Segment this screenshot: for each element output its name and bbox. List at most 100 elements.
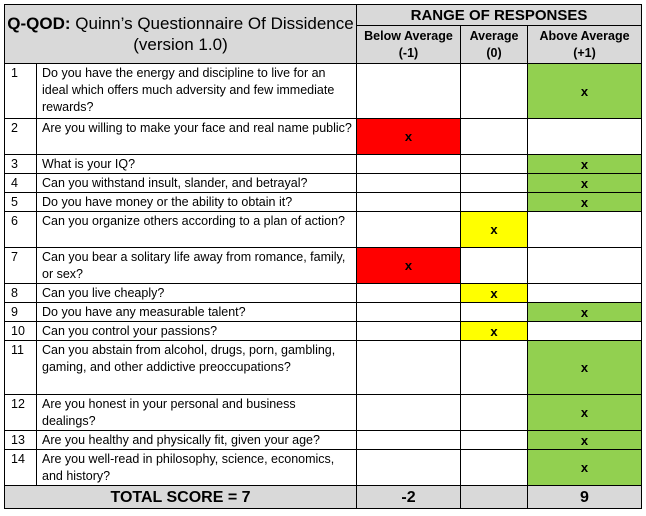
response-cell-average: x [460, 283, 528, 303]
response-cell-average [460, 247, 528, 284]
response-cell-above: x [527, 63, 642, 119]
total-average [460, 485, 528, 509]
question-text: Can you bear a solitary life away from r… [36, 247, 357, 284]
question-number: 6 [4, 211, 37, 248]
question-row: 11 Can you abstain from alcohol, drugs, p… [4, 340, 642, 395]
question-text: Do you have money or the ability to obta… [36, 192, 357, 212]
response-cell-average [460, 340, 528, 395]
response-cell-below [356, 430, 461, 450]
response-cell-above: x [527, 154, 642, 174]
question-number: 7 [4, 247, 37, 284]
question-number: 1 [4, 63, 37, 119]
total-above-average: 9 [527, 485, 642, 509]
response-cell-average [460, 118, 528, 155]
question-number: 9 [4, 302, 37, 322]
response-cell-average [460, 63, 528, 119]
average-header: Average (0) [460, 25, 528, 64]
question-row: 8 Can you live cheaply? x [4, 283, 642, 303]
response-cell-above [527, 283, 642, 303]
below-average-value: (-1) [398, 45, 419, 60]
question-text: Do you have the energy and discipline to… [36, 63, 357, 119]
response-cell-average [460, 449, 528, 486]
response-cell-average [460, 192, 528, 212]
below-average-label: Below Average [364, 28, 453, 43]
question-text: Can you organize others according to a p… [36, 211, 357, 248]
question-row: 10 Can you control your passions? x [4, 321, 642, 341]
response-cell-below [356, 302, 461, 322]
question-number: 10 [4, 321, 37, 341]
response-cell-below [356, 192, 461, 212]
response-cell-average [460, 302, 528, 322]
response-cell-average [460, 173, 528, 193]
response-cell-above: x [527, 302, 642, 322]
question-row: 12 Are you honest in your personal and bu… [4, 394, 642, 431]
total-score-label: TOTAL SCORE = 7 [4, 485, 357, 509]
response-cell-above: x [527, 340, 642, 395]
question-number: 3 [4, 154, 37, 174]
question-text: Can you live cheaply? [36, 283, 357, 303]
response-cell-average: x [460, 321, 528, 341]
above-average-header: Above Average (+1) [527, 25, 642, 64]
question-text: What is your IQ? [36, 154, 357, 174]
response-cell-average [460, 430, 528, 450]
below-average-header: Below Average (-1) [356, 25, 461, 64]
response-cell-below [356, 283, 461, 303]
response-cell-below [356, 154, 461, 174]
question-number: 5 [4, 192, 37, 212]
response-cell-below [356, 63, 461, 119]
question-number: 14 [4, 449, 37, 486]
question-number: 8 [4, 283, 37, 303]
question-text: Can you control your passions? [36, 321, 357, 341]
response-cell-above: x [527, 173, 642, 193]
question-row: 13 Are you healthy and physically fit, gi… [4, 430, 642, 450]
question-number: 11 [4, 340, 37, 395]
question-text: Can you abstain from alcohol, drugs, por… [36, 340, 357, 395]
question-text: Can you withstand insult, slander, and b… [36, 173, 357, 193]
question-row: 4 Can you withstand insult, slander, and … [4, 173, 642, 193]
above-average-label: Above Average [539, 28, 630, 43]
response-cell-below: x [356, 118, 461, 155]
question-number: 4 [4, 173, 37, 193]
response-cell-above: x [527, 430, 642, 450]
total-below-average: -2 [356, 485, 461, 509]
response-cell-above: x [527, 192, 642, 212]
questionnaire-table: Q-QOD: Quinn’s Questionnaire Of Dissiden… [4, 3, 642, 509]
questionnaire-title: Q-QOD: Quinn’s Questionnaire Of Dissiden… [4, 4, 357, 64]
range-of-responses-header: RANGE OF RESPONSES [356, 3, 642, 27]
question-row: 6 Can you organize others according to a … [4, 211, 642, 248]
question-text: Are you willing to make your face and re… [36, 118, 357, 155]
response-cell-above [527, 211, 642, 248]
above-average-value: (+1) [573, 45, 596, 60]
question-number: 12 [4, 394, 37, 431]
question-text: Do you have any measurable talent? [36, 302, 357, 322]
title-text: Quinn’s Questionnaire Of Dissidence (ver… [70, 14, 354, 54]
response-cell-average [460, 154, 528, 174]
question-text: Are you honest in your personal and busi… [36, 394, 357, 431]
response-cell-above [527, 321, 642, 341]
question-row: 1 Do you have the energy and discipline t… [4, 63, 642, 119]
question-number: 2 [4, 118, 37, 155]
question-row: 2 Are you willing to make your face and r… [4, 118, 642, 155]
response-cell-above [527, 118, 642, 155]
response-cell-below [356, 340, 461, 395]
response-cell-below [356, 211, 461, 248]
response-cell-below: x [356, 247, 461, 284]
average-value: (0) [486, 45, 502, 60]
average-label: Average [469, 28, 519, 43]
question-row: 5 Do you have money or the ability to obt… [4, 192, 642, 212]
title-acronym: Q-QOD: [7, 14, 71, 33]
response-cell-average: x [460, 211, 528, 248]
response-cell-below [356, 394, 461, 431]
question-row: 7 Can you bear a solitary life away from … [4, 247, 642, 284]
question-text: Are you well-read in philosophy, science… [36, 449, 357, 486]
question-text: Are you healthy and physically fit, give… [36, 430, 357, 450]
response-cell-below [356, 173, 461, 193]
question-row: 14 Are you well-read in philosophy, scien… [4, 449, 642, 486]
question-row: 9 Do you have any measurable talent? x [4, 302, 642, 322]
question-row: 3 What is your IQ? x [4, 154, 642, 174]
response-cell-above: x [527, 394, 642, 431]
response-cell-above: x [527, 449, 642, 486]
question-number: 13 [4, 430, 37, 450]
response-cell-below [356, 321, 461, 341]
total-score-row: TOTAL SCORE = 7 -2 9 [4, 485, 642, 509]
